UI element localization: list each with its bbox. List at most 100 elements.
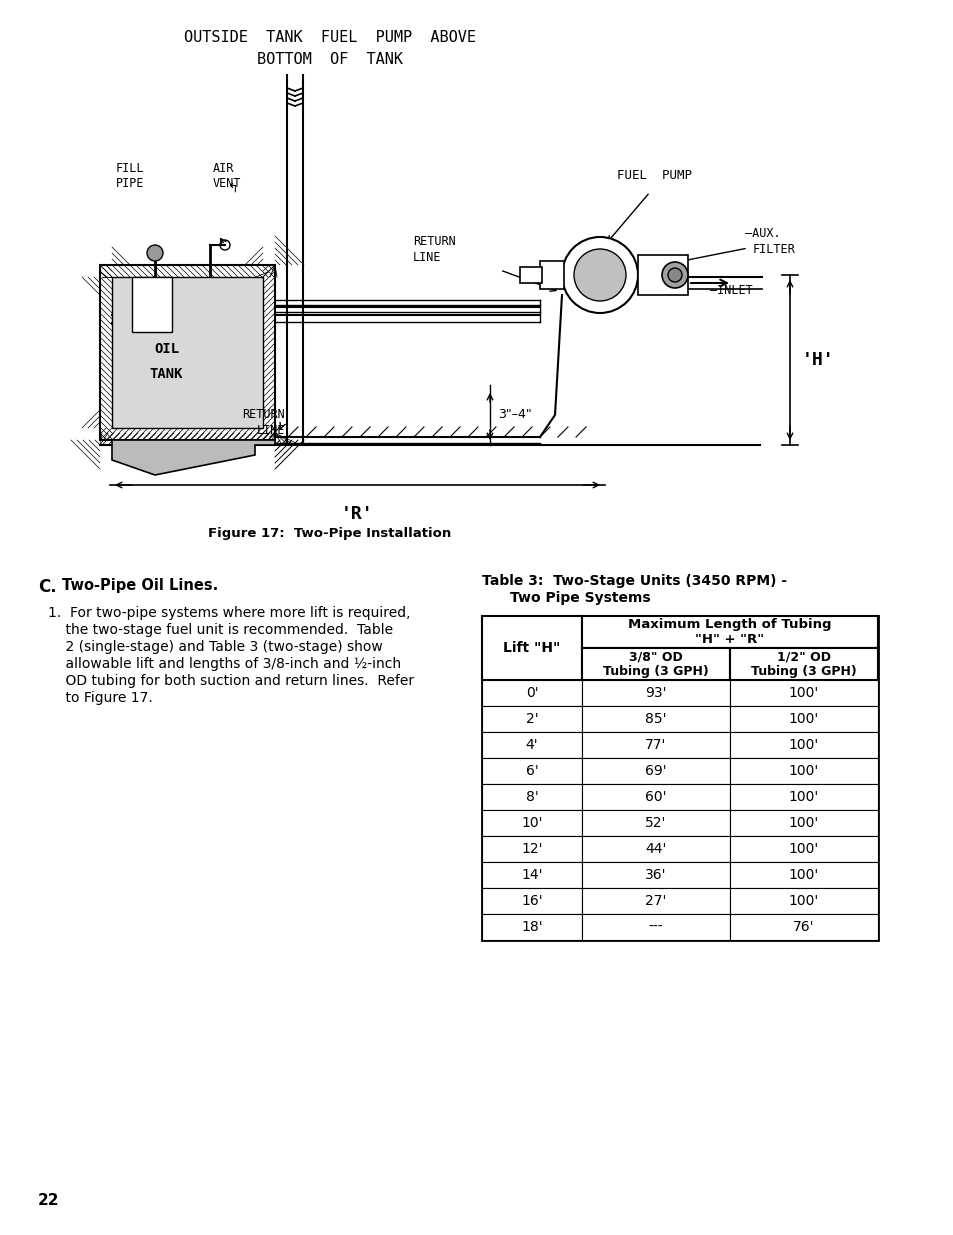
Text: 2': 2' (525, 713, 537, 726)
Text: LINE: LINE (413, 251, 441, 264)
Text: 22: 22 (38, 1193, 59, 1208)
Bar (481, 616, 877, 940)
Text: 60': 60' (644, 790, 666, 804)
Bar (581, 836, 729, 862)
Text: Maximum Length of Tubing
"H" + "R": Maximum Length of Tubing "H" + "R" (628, 618, 831, 646)
Text: 93': 93' (644, 685, 666, 700)
Bar (132, 277, 172, 332)
Bar (729, 888, 877, 914)
Text: 100': 100' (788, 739, 819, 752)
Bar (581, 862, 729, 888)
Text: 3/8" OD
Tubing (3 GPH): 3/8" OD Tubing (3 GPH) (602, 650, 708, 678)
Text: 100': 100' (788, 894, 819, 908)
Text: 100': 100' (788, 790, 819, 804)
Text: 18': 18' (520, 920, 542, 934)
Text: 100': 100' (788, 842, 819, 856)
Text: VENT: VENT (213, 177, 241, 190)
Bar (581, 648, 729, 680)
Text: 8': 8' (525, 790, 537, 804)
Text: AIR: AIR (213, 162, 234, 175)
Text: 16': 16' (520, 894, 542, 908)
Text: OIL: OIL (153, 342, 179, 356)
Text: 4': 4' (525, 739, 537, 752)
Bar (729, 784, 877, 810)
Text: C.: C. (38, 578, 56, 597)
Text: 3"–4": 3"–4" (497, 409, 531, 421)
Text: 100': 100' (788, 713, 819, 726)
Text: 52': 52' (644, 816, 666, 830)
Bar (481, 758, 581, 784)
Circle shape (574, 249, 625, 301)
Bar (729, 810, 877, 836)
Text: 77': 77' (644, 739, 666, 752)
Polygon shape (112, 440, 274, 475)
Text: ↰: ↰ (228, 182, 238, 195)
Text: 2 (single-stage) and Table 3 (two-stage) show: 2 (single-stage) and Table 3 (two-stage)… (48, 640, 382, 655)
Bar (481, 836, 581, 862)
Text: 0': 0' (525, 685, 537, 700)
Text: 12': 12' (520, 842, 542, 856)
Text: RETURN: RETURN (242, 408, 285, 421)
Bar (729, 862, 877, 888)
Text: 1/2" OD
Tubing (3 GPH): 1/2" OD Tubing (3 GPH) (750, 650, 856, 678)
Bar (481, 888, 581, 914)
Text: TANK: TANK (150, 367, 183, 380)
Text: Table 3:  Two-Stage Units (3450 RPM) -: Table 3: Two-Stage Units (3450 RPM) - (481, 574, 786, 588)
Bar (112, 277, 263, 429)
Text: LINE: LINE (256, 424, 285, 437)
Bar (581, 914, 729, 940)
Circle shape (667, 268, 681, 282)
Bar (581, 784, 729, 810)
Text: 85': 85' (644, 713, 666, 726)
Bar (581, 888, 729, 914)
Bar (729, 706, 877, 732)
Circle shape (661, 262, 687, 288)
Text: RETURN: RETURN (413, 235, 456, 248)
Text: –AUX.: –AUX. (744, 227, 780, 240)
Bar (581, 758, 729, 784)
Text: FILL: FILL (115, 162, 144, 175)
Text: Two Pipe Systems: Two Pipe Systems (510, 592, 650, 605)
Text: 6': 6' (525, 764, 537, 778)
Text: 100': 100' (788, 868, 819, 882)
Bar (481, 862, 581, 888)
Text: 76': 76' (792, 920, 814, 934)
Circle shape (561, 237, 638, 312)
Bar (729, 680, 877, 706)
Bar (581, 680, 729, 706)
Bar (581, 732, 729, 758)
Bar (729, 836, 877, 862)
Bar (519, 267, 541, 283)
Bar (729, 732, 877, 758)
Bar (581, 706, 729, 732)
Text: 14': 14' (520, 868, 542, 882)
Text: 36': 36' (644, 868, 666, 882)
Text: 69': 69' (644, 764, 666, 778)
Text: the two-stage fuel unit is recommended.  Table: the two-stage fuel unit is recommended. … (48, 622, 393, 637)
Bar (481, 810, 581, 836)
Text: 10': 10' (520, 816, 542, 830)
Text: 100': 100' (788, 816, 819, 830)
Text: OD tubing for both suction and return lines.  Refer: OD tubing for both suction and return li… (48, 674, 414, 688)
Bar (481, 680, 581, 706)
Text: FILTER: FILTER (752, 243, 795, 256)
Text: 27': 27' (644, 894, 666, 908)
Bar (481, 784, 581, 810)
Text: Lift "H": Lift "H" (503, 641, 560, 655)
Bar (638, 254, 687, 295)
Bar (729, 758, 877, 784)
Text: to Figure 17.: to Figure 17. (48, 692, 152, 705)
Text: –INLET: –INLET (709, 284, 752, 296)
Bar (481, 914, 581, 940)
Text: FUEL  PUMP: FUEL PUMP (617, 169, 692, 182)
Text: allowable lift and lengths of 3/8-inch and ½-inch: allowable lift and lengths of 3/8-inch a… (48, 657, 400, 671)
Text: Two-Pipe Oil Lines.: Two-Pipe Oil Lines. (62, 578, 218, 593)
Text: 44': 44' (644, 842, 666, 856)
Text: 100': 100' (788, 764, 819, 778)
Bar (481, 732, 581, 758)
Text: 'R': 'R' (341, 505, 374, 522)
Bar (581, 616, 877, 648)
Bar (729, 914, 877, 940)
Text: 'H': 'H' (801, 351, 834, 369)
Text: ---: --- (648, 920, 662, 934)
